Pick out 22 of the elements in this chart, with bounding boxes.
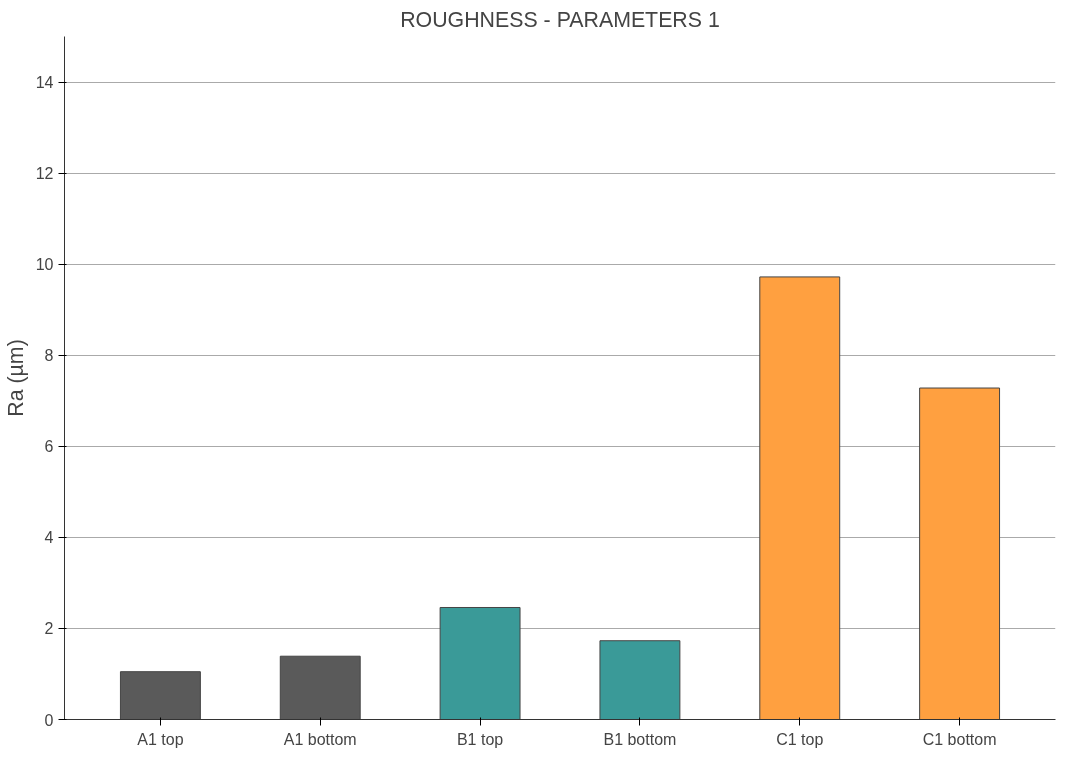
y-tick-label: 4 xyxy=(44,529,54,547)
bar xyxy=(439,606,521,720)
bar xyxy=(279,655,361,720)
x-tick-label: A1 top xyxy=(137,730,184,748)
y-tick-label: 12 xyxy=(35,165,54,183)
y-tick-label: 2 xyxy=(44,620,54,638)
y-tick-label: 6 xyxy=(44,438,54,456)
x-tick-label: C1 bottom xyxy=(922,730,997,748)
bar xyxy=(919,387,1001,720)
y-tick-label: 8 xyxy=(44,347,54,365)
x-tick-label: B1 bottom xyxy=(603,730,677,748)
x-tick-label: A1 bottom xyxy=(283,730,357,748)
bar xyxy=(759,276,841,720)
y-tick-label: 0 xyxy=(44,711,54,729)
chart-title: ROUGHNESS - PARAMETERS 1 xyxy=(400,7,720,32)
y-axis-title: Ra (µm) xyxy=(3,339,28,417)
x-tick-label: B1 top xyxy=(456,730,504,748)
bar xyxy=(119,671,201,720)
x-tick-label: C1 top xyxy=(776,730,824,748)
y-tick-label: 10 xyxy=(35,256,54,274)
bar xyxy=(599,640,681,720)
y-tick-label: 14 xyxy=(35,74,54,92)
